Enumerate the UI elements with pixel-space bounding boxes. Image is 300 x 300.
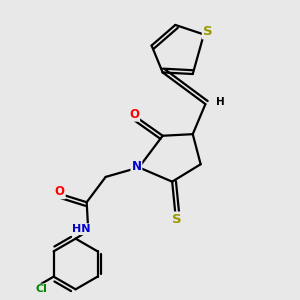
Text: HN: HN	[72, 224, 91, 234]
Text: S: S	[172, 212, 182, 226]
Text: O: O	[129, 108, 139, 121]
Text: H: H	[216, 97, 225, 106]
Text: N: N	[131, 160, 141, 173]
Text: S: S	[203, 26, 212, 38]
Text: Cl: Cl	[35, 284, 47, 295]
Text: O: O	[55, 185, 65, 198]
